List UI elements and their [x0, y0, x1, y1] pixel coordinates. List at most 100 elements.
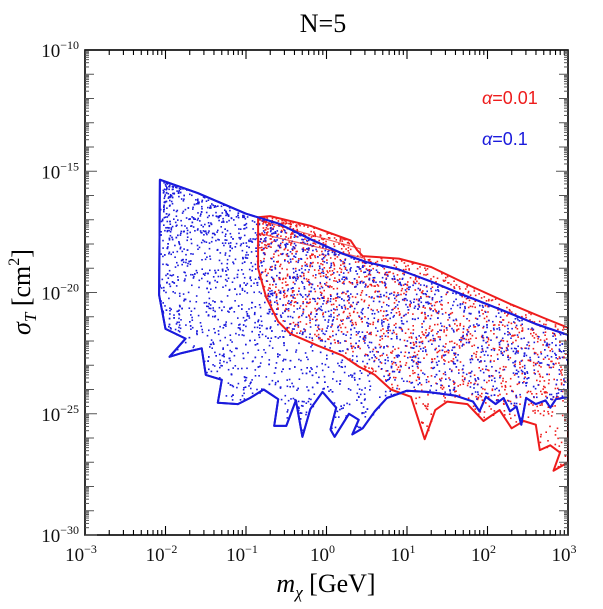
scatter-point: [289, 225, 292, 228]
scatter-point: [340, 326, 342, 329]
scatter-point: [438, 345, 440, 347]
scatter-point: [190, 238, 192, 241]
scatter-point: [458, 286, 461, 288]
scatter-point: [291, 382, 293, 385]
scatter-point: [564, 455, 567, 457]
scatter-point: [327, 319, 330, 321]
scatter-point: [381, 282, 384, 284]
scatter-point: [289, 221, 292, 224]
scatter-point: [564, 380, 566, 383]
scatter-point: [482, 337, 485, 339]
scatter-point: [213, 206, 216, 208]
scatter-point: [461, 295, 464, 298]
scatter-point: [373, 354, 375, 356]
scatter-point: [229, 242, 232, 244]
scatter-point: [384, 271, 387, 274]
scatter-point: [251, 301, 254, 304]
scatter-point: [444, 354, 447, 356]
scatter-point: [428, 332, 430, 334]
scatter-point: [425, 269, 427, 271]
scatter-point: [362, 266, 364, 268]
scatter-point: [390, 292, 393, 295]
scatter-point: [465, 298, 468, 300]
scatter-point: [264, 239, 267, 242]
scatter-point: [373, 317, 376, 319]
scatter-point: [394, 376, 397, 379]
scatter-point: [343, 245, 345, 248]
scatter-point: [452, 380, 455, 382]
scatter-point: [286, 411, 289, 413]
scatter-point: [290, 398, 292, 400]
scatter-point: [398, 314, 401, 316]
scatter-point: [225, 239, 228, 241]
scatter-point: [418, 376, 421, 379]
scatter-point: [165, 213, 168, 215]
scatter-point: [189, 321, 191, 323]
scatter-point: [323, 267, 326, 269]
scatter-point: [326, 301, 329, 303]
scatter-point: [479, 304, 481, 307]
scatter-point: [344, 266, 347, 269]
scatter-point: [489, 359, 492, 362]
scatter-point: [271, 269, 273, 271]
scatter-point: [434, 339, 436, 342]
scatter-point: [208, 302, 210, 305]
scatter-point: [498, 303, 500, 306]
scatter-point: [249, 276, 252, 278]
scatter-point: [171, 196, 174, 199]
scatter-point: [395, 364, 398, 366]
scatter-point: [204, 272, 207, 274]
scatter-point: [356, 399, 358, 401]
scatter-point: [343, 276, 346, 278]
scatter-point: [422, 422, 424, 424]
scatter-point: [335, 380, 338, 383]
scatter-point: [374, 356, 377, 358]
scatter-point: [379, 335, 382, 338]
scatter-point: [427, 340, 430, 343]
scatter-point: [424, 346, 426, 348]
scatter-point: [409, 286, 411, 288]
scatter-point: [160, 287, 163, 289]
scatter-point: [286, 385, 289, 388]
scatter-point: [250, 251, 253, 253]
scatter-point: [492, 324, 495, 326]
scatter-point: [327, 310, 330, 313]
scatter-point: [365, 294, 368, 296]
scatter-point: [290, 303, 292, 306]
scatter-point: [322, 272, 325, 274]
scatter-point: [407, 356, 409, 359]
scatter-point: [271, 294, 274, 297]
scatter-point: [546, 344, 549, 347]
scatter-point: [302, 312, 304, 315]
scatter-point: [238, 236, 240, 239]
scatter-point: [409, 303, 411, 306]
scatter-point: [223, 355, 225, 358]
scatter-point: [375, 281, 377, 284]
scatter-point: [277, 220, 280, 222]
scatter-point: [221, 231, 224, 234]
scatter-point: [207, 231, 210, 234]
scatter-point: [302, 309, 305, 311]
scatter-point: [387, 332, 389, 334]
scatter-point: [241, 262, 244, 265]
scatter-point: [424, 293, 427, 295]
scatter-point: [263, 231, 266, 234]
scatter-point: [221, 212, 224, 214]
scatter-point: [387, 335, 389, 338]
scatter-point: [436, 355, 439, 358]
scatter-point: [395, 322, 397, 325]
scatter-point: [361, 321, 363, 323]
scatter-point: [304, 264, 307, 267]
scatter-point: [217, 318, 219, 321]
scatter-point: [314, 315, 317, 318]
scatter-point: [338, 304, 341, 306]
scatter-point: [242, 329, 244, 332]
scatter-point: [377, 318, 380, 321]
scatter-point: [343, 265, 346, 268]
scatter-point: [411, 381, 414, 384]
scatter-point: [390, 393, 393, 396]
scatter-point: [437, 286, 439, 288]
scatter-point: [518, 382, 520, 385]
scatter-point: [419, 288, 421, 291]
scatter-point: [286, 275, 289, 277]
